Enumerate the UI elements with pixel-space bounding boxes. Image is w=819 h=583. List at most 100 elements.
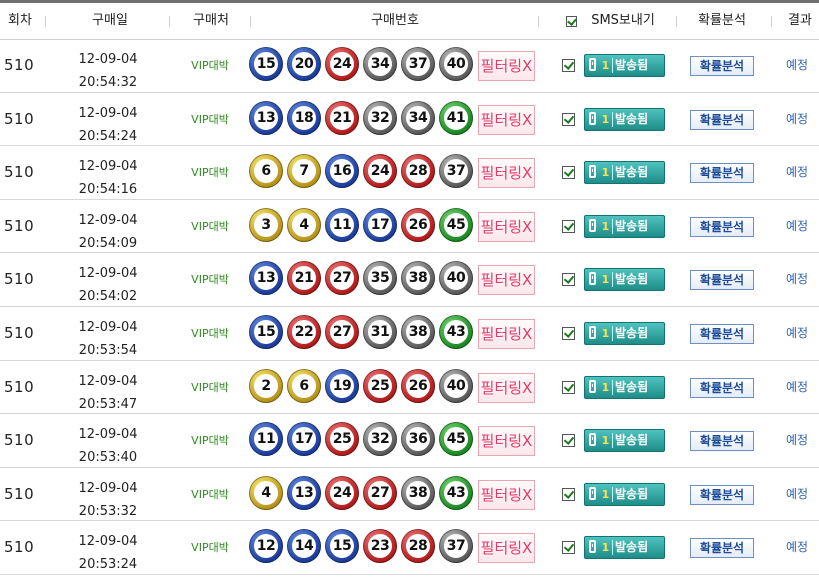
lotto-ball: 12 xyxy=(249,529,283,564)
sms-sent-button[interactable]: 1 발송됨 xyxy=(584,214,665,238)
sms-count: 1 xyxy=(601,166,610,180)
probability-analysis-button[interactable]: 확률분석 xyxy=(690,377,754,398)
probability-analysis-button[interactable]: 확률분석 xyxy=(690,270,754,291)
probability-analysis-button[interactable]: 확률분석 xyxy=(690,109,754,130)
filtering-button[interactable]: 필터링X xyxy=(478,158,535,189)
lotto-ball-number: 28 xyxy=(406,159,430,184)
round-number: 510 xyxy=(4,431,35,450)
purchase-time: 20:54:24 xyxy=(78,128,138,144)
lotto-ball-number: 18 xyxy=(292,105,316,130)
header-analysis: 확률분석 xyxy=(698,13,746,28)
sms-checkbox[interactable] xyxy=(562,112,575,126)
header-divider xyxy=(45,16,46,27)
result-link[interactable]: 예정 xyxy=(786,58,809,72)
table-row: 510 12-09-04 20:54:09 VIP대박 3 4 11 17 xyxy=(0,200,819,254)
lotto-ball: 14 xyxy=(287,529,321,564)
sms-checkbox[interactable] xyxy=(562,541,575,555)
sms-count: 1 xyxy=(601,541,610,555)
sms-checkbox[interactable] xyxy=(562,166,575,180)
store-name: VIP대박 xyxy=(191,219,229,233)
result-link[interactable]: 예정 xyxy=(786,379,809,394)
lotto-ball-number: 17 xyxy=(292,427,316,452)
sms-status-label: 발송됨 xyxy=(615,165,649,180)
result-link[interactable]: 예정 xyxy=(786,433,809,448)
filtering-button[interactable]: 필터링X xyxy=(478,211,535,242)
filtering-button[interactable]: 필터링X xyxy=(478,479,535,510)
probability-analysis-button[interactable]: 확률분석 xyxy=(690,163,754,184)
lotto-ball-number: 32 xyxy=(368,105,392,130)
filtering-button[interactable]: 필터링X xyxy=(478,319,535,349)
result-link[interactable]: 예정 xyxy=(786,540,809,555)
sms-sent-button[interactable]: 1 발송됨 xyxy=(584,482,665,506)
sms-count: 1 xyxy=(601,273,610,287)
lotto-ball-number: 40 xyxy=(444,373,468,398)
sms-checkbox[interactable] xyxy=(562,219,575,233)
lotto-ball-number: 38 xyxy=(406,266,430,291)
sms-sent-button[interactable]: 1 발송됨 xyxy=(584,322,665,345)
sms-sent-button[interactable]: 1 발송됨 xyxy=(584,161,665,185)
sms-checkbox[interactable] xyxy=(562,59,575,72)
lotto-ball-number: 41 xyxy=(444,105,468,130)
purchase-time: 20:53:47 xyxy=(78,396,138,412)
sms-checkbox[interactable] xyxy=(562,327,575,340)
lotto-ball: 4 xyxy=(249,475,283,510)
lotto-ball: 7 xyxy=(287,154,321,189)
filtering-button[interactable]: 필터링X xyxy=(478,372,535,403)
purchase-date: 12-09-04 xyxy=(78,266,138,282)
sms-sent-button[interactable]: 1 발송됨 xyxy=(584,536,665,560)
table-header: 회차 구매일 구매처 구매번호 SMS보내기 확률분석 결과 xyxy=(0,3,819,40)
sms-checkbox[interactable] xyxy=(562,380,575,394)
lotto-ball: 24 xyxy=(363,154,397,189)
result-link[interactable]: 예정 xyxy=(786,218,809,233)
purchase-time: 20:54:02 xyxy=(78,289,138,305)
table-row: 510 12-09-04 20:53:54 VIP대박 15 22 27 31 xyxy=(0,307,819,361)
divider xyxy=(612,58,613,73)
result-link[interactable]: 예정 xyxy=(786,272,809,287)
phone-icon xyxy=(589,218,596,232)
sms-sent-button[interactable]: 1 발송됨 xyxy=(584,268,665,292)
result-link[interactable]: 예정 xyxy=(786,111,809,126)
lotto-ball: 24 xyxy=(325,47,359,81)
sms-status-label: 발송됨 xyxy=(615,326,649,340)
lotto-ball-number: 20 xyxy=(292,52,316,76)
lotto-ball: 11 xyxy=(325,207,359,242)
filtering-button[interactable]: 필터링X xyxy=(478,104,535,135)
purchase-time: 20:53:32 xyxy=(78,503,138,519)
probability-analysis-button[interactable]: 확률분석 xyxy=(690,484,754,505)
lotto-ball: 38 xyxy=(401,261,435,296)
header-result: 결과 xyxy=(788,13,812,28)
filtering-button[interactable]: 필터링X xyxy=(478,533,535,564)
probability-analysis-button[interactable]: 확률분석 xyxy=(690,216,754,237)
lotto-ball: 13 xyxy=(287,475,321,510)
sms-checkbox[interactable] xyxy=(562,434,575,448)
probability-analysis-button[interactable]: 확률분석 xyxy=(690,324,754,344)
probability-analysis-button[interactable]: 확률분석 xyxy=(690,538,754,559)
select-all-checkbox[interactable] xyxy=(566,16,577,27)
result-link[interactable]: 예정 xyxy=(786,165,809,180)
purchase-datetime: 12-09-04 20:54:24 xyxy=(66,102,150,148)
lotto-ball-number: 13 xyxy=(292,480,316,505)
lotto-ball-number: 27 xyxy=(368,480,392,505)
purchase-datetime: 12-09-04 20:54:32 xyxy=(66,48,150,94)
lotto-ball: 6 xyxy=(287,368,321,403)
purchase-datetime: 12-09-04 20:54:02 xyxy=(66,262,150,308)
sms-sent-button[interactable]: 1 발송됨 xyxy=(584,429,665,453)
lotto-ball-number: 40 xyxy=(444,266,468,291)
lotto-ball-number: 40 xyxy=(444,52,468,76)
sms-sent-button[interactable]: 1 발송됨 xyxy=(584,54,665,77)
lotto-ball-number: 13 xyxy=(254,105,278,130)
result-link[interactable]: 예정 xyxy=(786,326,809,340)
result-link[interactable]: 예정 xyxy=(786,486,809,501)
sms-checkbox[interactable] xyxy=(562,487,575,501)
probability-analysis-button[interactable]: 확률분석 xyxy=(690,56,754,76)
filtering-button[interactable]: 필터링X xyxy=(478,51,535,81)
filtering-button[interactable]: 필터링X xyxy=(478,426,535,457)
filtering-button[interactable]: 필터링X xyxy=(478,265,535,296)
sms-checkbox[interactable] xyxy=(562,273,575,287)
sms-sent-button[interactable]: 1 발송됨 xyxy=(584,375,665,399)
lotto-ball-number: 36 xyxy=(406,427,430,452)
probability-analysis-button[interactable]: 확률분석 xyxy=(690,431,754,452)
phone-icon xyxy=(589,326,596,339)
phone-icon xyxy=(589,540,596,554)
sms-sent-button[interactable]: 1 발송됨 xyxy=(584,107,665,131)
